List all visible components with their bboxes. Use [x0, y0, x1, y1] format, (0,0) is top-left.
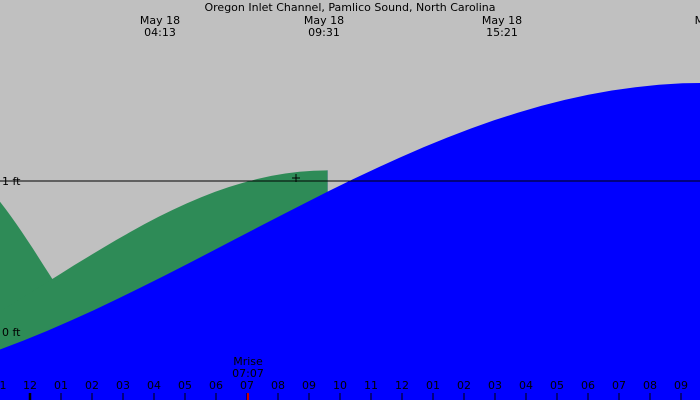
x-tick-label: 07 [240, 379, 254, 392]
x-tick-label: 05 [550, 379, 564, 392]
x-tick-label: 06 [209, 379, 223, 392]
x-tick-label: 07 [612, 379, 626, 392]
extremum-date-label: May 18 [140, 14, 180, 27]
moonrise-label: Mrise [233, 355, 263, 368]
chart-title: Oregon Inlet Channel, Pamlico Sound, Nor… [204, 1, 495, 14]
moonrise-time: 07:07 [232, 367, 264, 380]
x-tick-label: 10 [333, 379, 347, 392]
x-tick-label: 01 [54, 379, 68, 392]
extremum-date-label: May [695, 14, 700, 27]
x-tick-label: 05 [178, 379, 192, 392]
x-tick-label: 04 [519, 379, 533, 392]
extremum-time-label: 04:13 [144, 26, 176, 39]
x-tick-label: 06 [581, 379, 595, 392]
x-tick-label: 09 [302, 379, 316, 392]
x-tick-label: 02 [457, 379, 471, 392]
high-tide-crosshair [292, 174, 300, 182]
x-tick-label: 04 [147, 379, 161, 392]
x-tick-label: 03 [488, 379, 502, 392]
x-tick-label: 12 [395, 379, 409, 392]
x-tick-label: 08 [271, 379, 285, 392]
x-axis-ticks: 1 12 01 02 03 04 05 06 07 08 09 10 11 12 01 02 03 04 05 06 0… [0, 379, 688, 400]
y-axis-labels: 1 ft 0 ft [2, 175, 21, 339]
x-tick-label: 11 [364, 379, 378, 392]
x-tick-label: 02 [85, 379, 99, 392]
extremum-date-label: May 18 [482, 14, 522, 27]
x-tick-label: 03 [116, 379, 130, 392]
rising-tide-area [0, 83, 700, 400]
tide-areas [0, 83, 700, 400]
x-tick-label: 08 [643, 379, 657, 392]
y-tick-label: 0 ft [2, 326, 21, 339]
extremum-time-label: 09:31 [308, 26, 340, 39]
extremum-date-label: May 18 [304, 14, 344, 27]
x-tick-label: 09 [674, 379, 688, 392]
extremum-time-label: 15:21 [486, 26, 518, 39]
x-tick-label: 12 [23, 379, 37, 392]
y-tick-label: 1 ft [2, 175, 21, 188]
x-tick-label: 01 [426, 379, 440, 392]
x-tick-label: 1 [0, 379, 7, 392]
